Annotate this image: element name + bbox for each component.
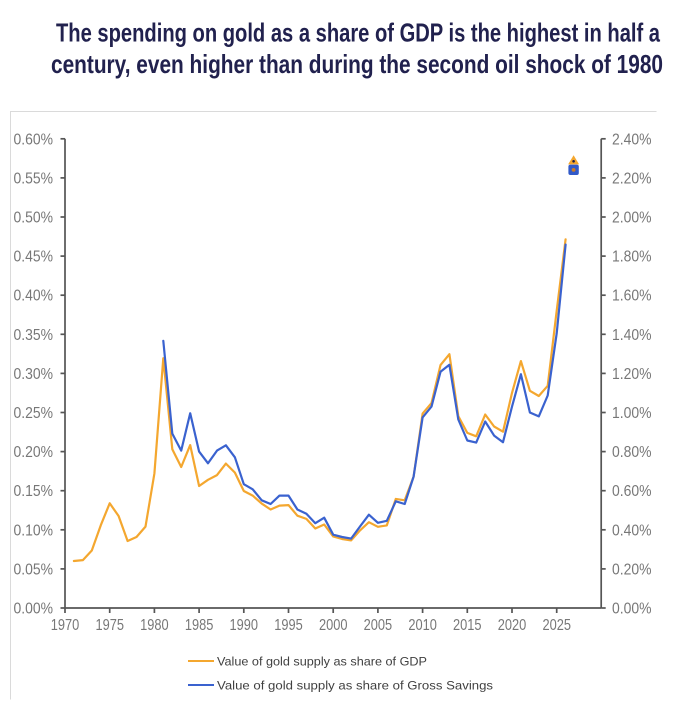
svg-text:0.45%: 0.45% xyxy=(14,249,54,266)
svg-text:1.40%: 1.40% xyxy=(612,327,652,344)
svg-text:2015: 2015 xyxy=(453,617,482,634)
svg-text:1975: 1975 xyxy=(95,617,124,634)
svg-text:0.35%: 0.35% xyxy=(14,327,54,344)
svg-text:0.25%: 0.25% xyxy=(14,405,54,422)
svg-text:0.00%: 0.00% xyxy=(14,601,54,618)
svg-text:Value of gold supply as share: Value of gold supply as share of GDP xyxy=(217,654,427,668)
svg-text:0.40%: 0.40% xyxy=(612,522,652,539)
svg-text:0.40%: 0.40% xyxy=(14,288,54,305)
svg-text:1990: 1990 xyxy=(230,617,259,634)
svg-text:2.40%: 2.40% xyxy=(612,131,652,148)
svg-text:1995: 1995 xyxy=(274,617,303,634)
svg-text:1970: 1970 xyxy=(51,617,80,634)
svg-text:2000: 2000 xyxy=(319,617,348,634)
svg-text:0.00%: 0.00% xyxy=(612,601,652,618)
svg-text:0.55%: 0.55% xyxy=(14,170,54,187)
svg-text:2010: 2010 xyxy=(408,617,437,634)
svg-text:1980: 1980 xyxy=(140,617,169,634)
svg-text:0.15%: 0.15% xyxy=(14,483,54,500)
svg-text:0.30%: 0.30% xyxy=(14,366,54,383)
svg-text:0.60%: 0.60% xyxy=(612,483,652,500)
svg-text:0.10%: 0.10% xyxy=(14,522,54,539)
svg-text:2.00%: 2.00% xyxy=(612,210,652,227)
svg-text:0.80%: 0.80% xyxy=(612,444,652,461)
svg-text:0.60%: 0.60% xyxy=(14,131,54,148)
svg-text:1.00%: 1.00% xyxy=(612,405,652,422)
svg-text:2005: 2005 xyxy=(364,617,393,634)
svg-text:0.20%: 0.20% xyxy=(612,561,652,578)
svg-text:Value of gold supply as share: Value of gold supply as share of Gross S… xyxy=(217,678,493,692)
svg-text:The spending on gold as a shar: The spending on gold as a share of GDP i… xyxy=(56,18,660,48)
svg-text:1.60%: 1.60% xyxy=(612,288,652,305)
svg-text:2020: 2020 xyxy=(498,617,527,634)
svg-text:1985: 1985 xyxy=(185,617,214,634)
svg-text:0.20%: 0.20% xyxy=(14,444,54,461)
svg-text:0.50%: 0.50% xyxy=(14,210,54,227)
svg-text:century, even higher than duri: century, even higher than during the sec… xyxy=(51,49,663,79)
svg-text:2.20%: 2.20% xyxy=(612,170,652,187)
svg-text:0.05%: 0.05% xyxy=(14,561,54,578)
svg-text:2025: 2025 xyxy=(542,617,571,634)
svg-text:1.80%: 1.80% xyxy=(612,249,652,266)
svg-text:1.20%: 1.20% xyxy=(612,366,652,383)
